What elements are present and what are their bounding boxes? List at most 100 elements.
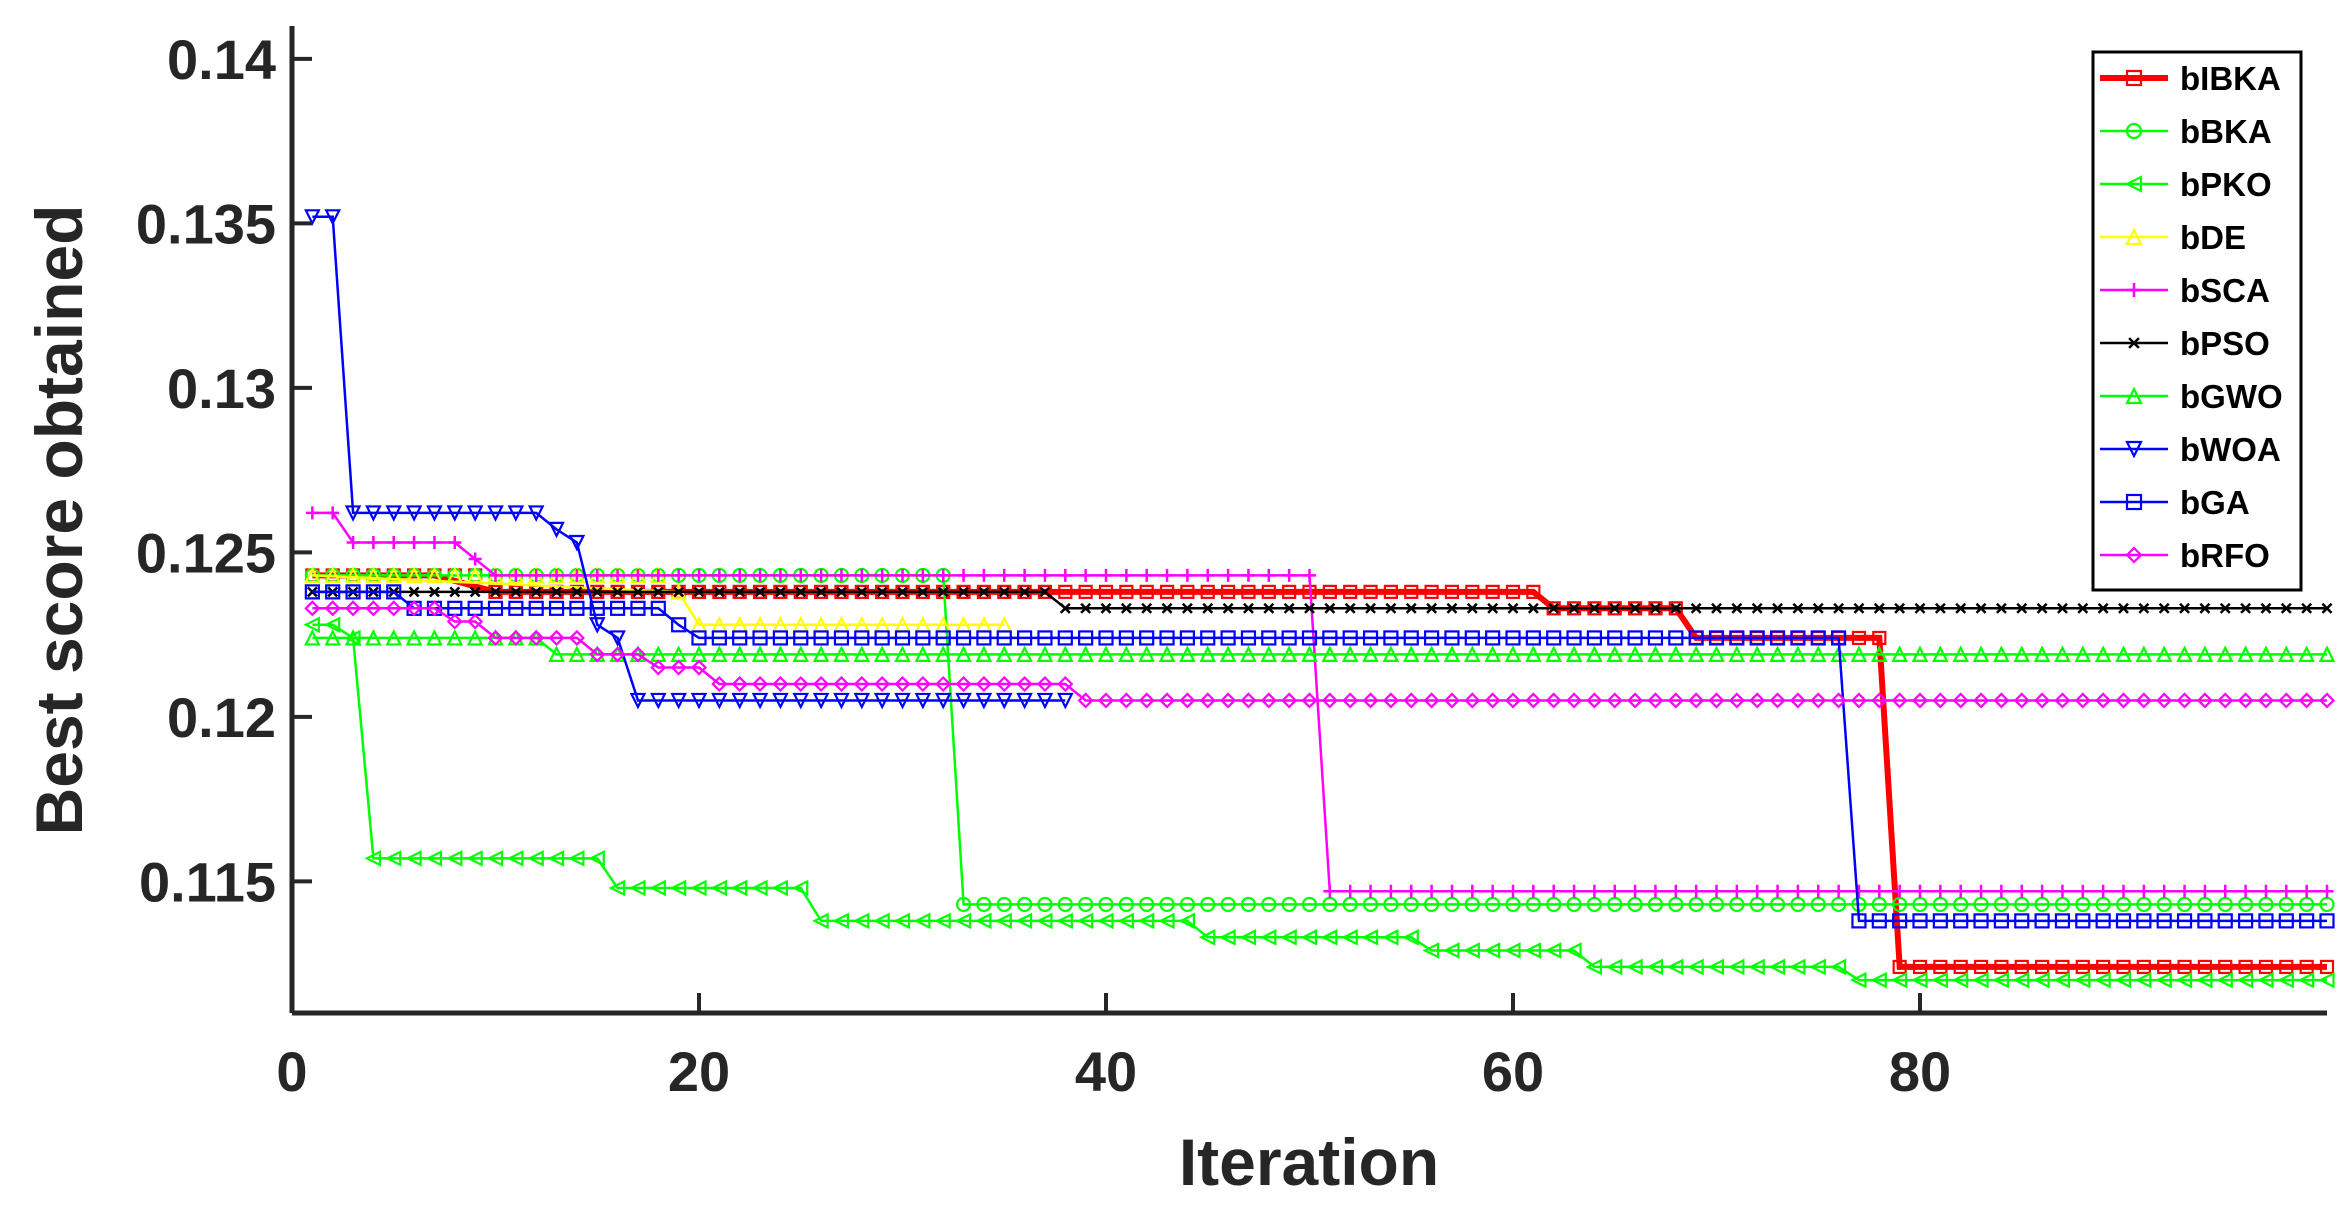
triangle-up-marker: [2125, 386, 2143, 405]
square-marker: [2116, 959, 2131, 975]
triangle-left-marker: [2134, 971, 2152, 989]
diamond-marker: [324, 600, 341, 617]
triangle-left-marker: [1361, 929, 1379, 946]
plus-marker: [1811, 884, 1825, 898]
y-tick-label: 0.135: [136, 192, 276, 255]
triangle-down-marker: [833, 692, 850, 710]
plus-marker: [794, 568, 808, 582]
plus-marker: [2127, 283, 2141, 297]
square-marker: [976, 630, 992, 646]
legend-label: bPSO: [2180, 325, 2270, 362]
triangle-up-marker: [1647, 645, 1664, 662]
triangle-up-marker: [772, 645, 789, 662]
diamond-marker: [1525, 692, 1542, 709]
x-marker: [2179, 602, 2190, 614]
x-marker: [1100, 602, 1112, 614]
triangle-left-marker: [1219, 929, 1236, 946]
circle-marker: [2014, 896, 2030, 913]
triangle-left-marker: [913, 912, 931, 930]
triangle-down-marker: [772, 692, 789, 710]
plus-marker: [305, 506, 319, 520]
square-marker: [2075, 959, 2090, 975]
triangle-up-marker: [1341, 645, 1359, 662]
legend-entry-bGWO: bGWO: [2100, 378, 2283, 415]
diamond-marker: [2125, 546, 2143, 564]
square-marker: [793, 630, 809, 646]
diamond-marker: [914, 675, 931, 693]
triangle-left-marker: [1056, 912, 1073, 930]
square-marker: [2055, 959, 2070, 975]
x-marker: [2077, 602, 2089, 614]
x-marker: [1609, 602, 1621, 614]
plus-marker: [1058, 568, 1072, 582]
diamond-marker: [1077, 692, 1094, 709]
x-marker: [1670, 602, 1682, 614]
circle-marker: [1668, 896, 1684, 913]
plus-marker: [753, 568, 767, 582]
plus-marker: [1323, 884, 1337, 898]
plus-marker: [2117, 884, 2130, 898]
triangle-down-marker: [324, 209, 341, 226]
triangle-up-marker: [2237, 645, 2254, 662]
square-marker: [691, 630, 707, 646]
triangle-left-marker: [1402, 929, 1419, 946]
square-marker: [2177, 959, 2192, 975]
triangle-left-marker: [1463, 942, 1480, 959]
x-marker: [897, 586, 908, 598]
diamond-marker: [589, 646, 606, 663]
triangle-up-marker: [2155, 645, 2173, 662]
x-marker: [917, 586, 929, 598]
diamond-marker: [548, 629, 565, 646]
circle-marker: [1708, 896, 1725, 913]
square-marker: [915, 630, 931, 646]
diamond-marker: [792, 675, 809, 693]
plus-marker: [1180, 568, 1194, 582]
plus-marker: [1160, 568, 1174, 582]
x-marker: [551, 586, 562, 598]
square-marker: [1872, 630, 1887, 646]
plus-marker: [2096, 884, 2110, 898]
square-marker: [1078, 584, 1093, 599]
triangle-up-marker: [2135, 645, 2153, 662]
triangle-left-marker: [974, 912, 992, 930]
x-marker: [1792, 602, 1804, 614]
circle-marker: [2278, 896, 2294, 913]
plus-marker: [1018, 568, 1032, 582]
triangle-down-marker: [731, 692, 748, 710]
triangle-left-marker: [1158, 912, 1175, 930]
triangle-left-marker: [1849, 971, 1867, 989]
axis-ticks: 0 20 40 60 80 0.115 0.12 0.125 0.13 0.135 0.14: [136, 28, 1951, 1103]
x-marker: [1446, 602, 1458, 614]
diamond-marker: [2318, 692, 2336, 709]
triangle-up-marker: [1809, 645, 1827, 662]
diamond-marker: [344, 600, 362, 617]
square-marker: [1546, 630, 1562, 646]
triangle-down-marker: [527, 505, 545, 522]
square-marker: [1933, 959, 1948, 975]
square-marker: [508, 600, 524, 616]
triangle-up-marker: [1016, 645, 1033, 662]
triangle-up-marker: [2054, 645, 2071, 662]
x-marker: [1548, 602, 1560, 614]
triangle-left-marker: [1748, 958, 1765, 976]
triangle-left-marker: [2256, 971, 2274, 989]
square-marker: [1526, 584, 1541, 599]
circle-marker: [1078, 896, 1094, 913]
diamond-marker: [1586, 692, 1603, 709]
square-marker: [2014, 959, 2029, 975]
circle-marker: [1627, 896, 1643, 913]
diamond-marker: [487, 629, 504, 646]
square-marker: [1505, 584, 1521, 599]
triangle-left-marker: [1951, 971, 1969, 989]
triangle-down-marker: [894, 692, 911, 710]
diamond-marker: [1749, 692, 1766, 709]
circle-marker: [1098, 896, 1114, 913]
triangle-left-marker: [1198, 929, 1216, 946]
square-marker: [1363, 584, 1378, 599]
triangle-down-marker: [365, 505, 382, 522]
x-marker: [937, 586, 949, 598]
triangle-up-marker: [344, 628, 362, 646]
triangle-up-marker: [1240, 645, 1257, 662]
square-marker: [487, 600, 504, 616]
